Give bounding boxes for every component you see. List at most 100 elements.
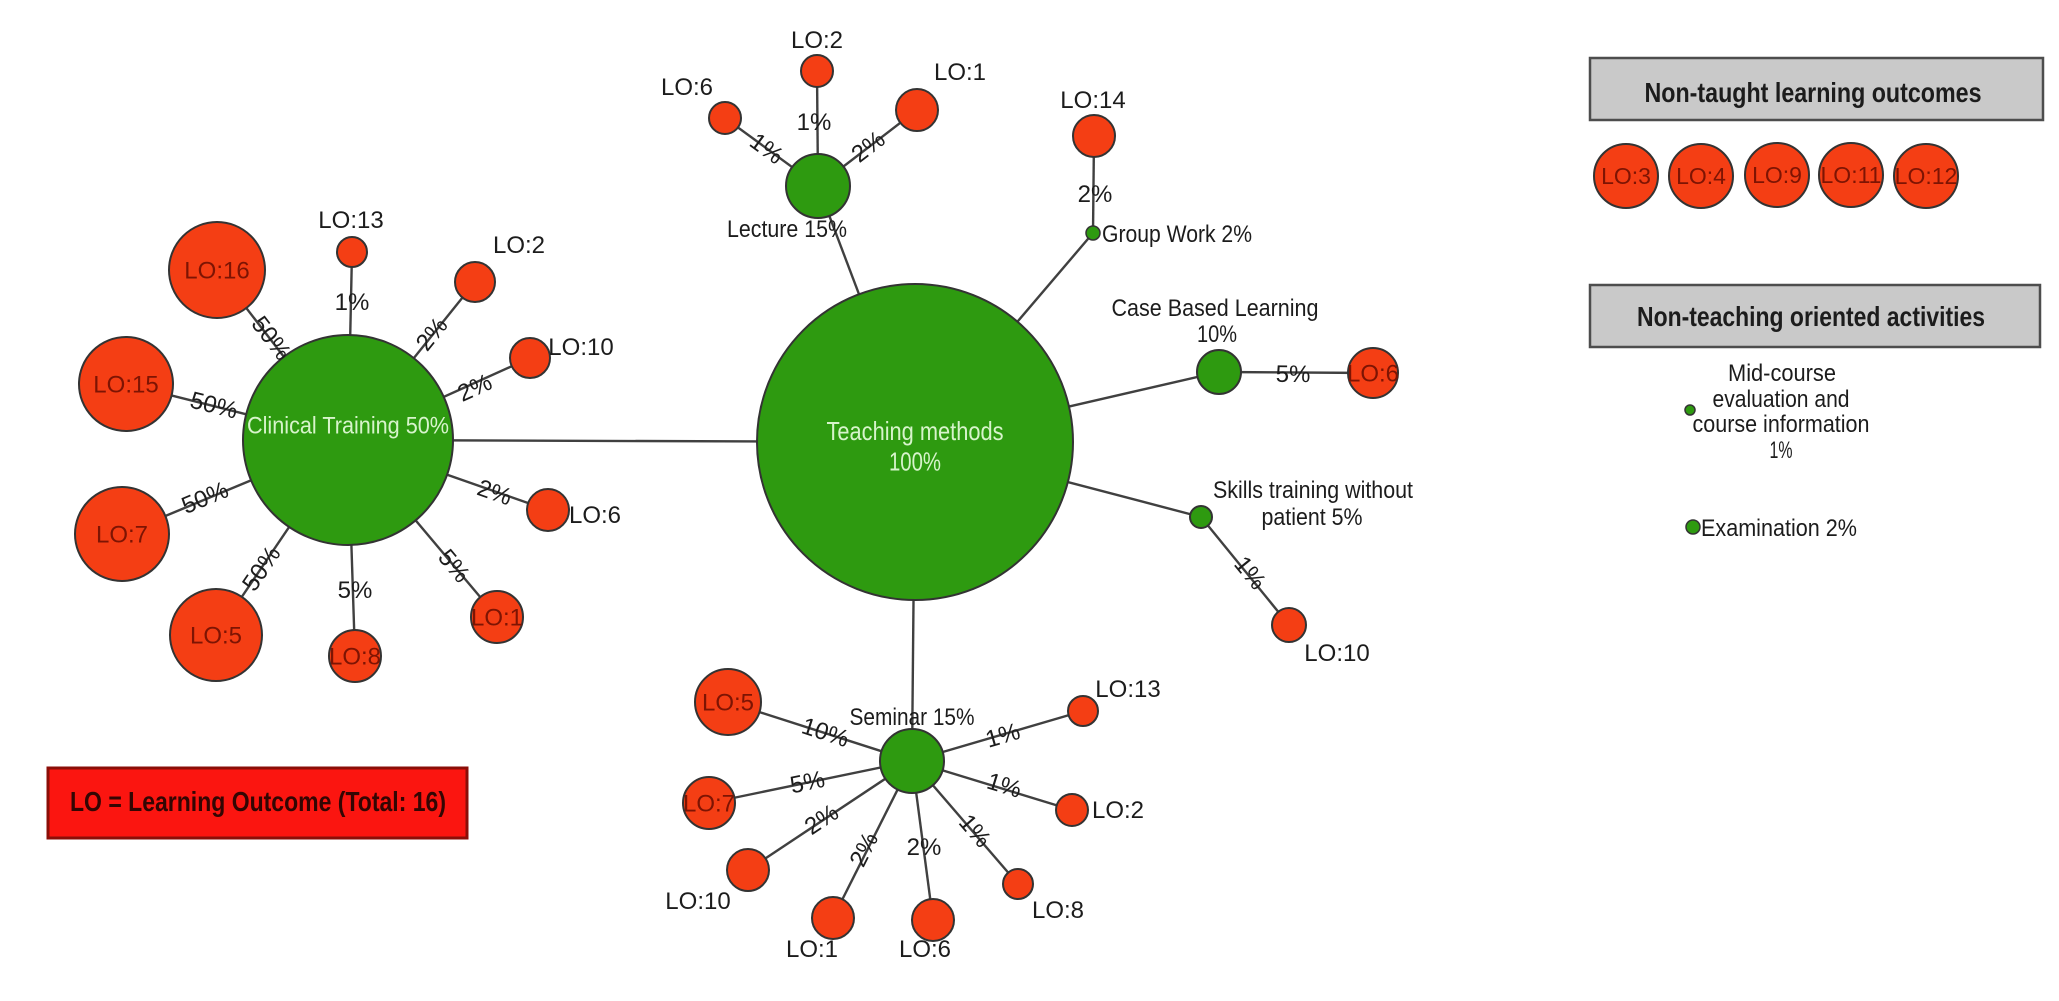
node-m1	[811, 896, 855, 940]
node-label-c15: LO:15	[93, 371, 158, 398]
panel-title-non-taught: Non-taught learning outcomes	[1645, 77, 1982, 108]
node-label-cli: Clinical Training 50%	[247, 412, 449, 439]
mid-course-evaluation-dot	[1684, 404, 1696, 416]
node-c8	[328, 629, 382, 683]
node-label-b6: LO:6	[1347, 360, 1399, 387]
legend-node-LO:9	[1744, 142, 1810, 208]
panel-title-non-teaching: Non-teaching oriented activities	[1637, 301, 1985, 332]
edge-label-lec-l2: 1%	[797, 109, 832, 136]
edge-label-sem-m10: 2%	[800, 799, 844, 841]
edge-label-cli-c15: 50%	[187, 387, 240, 425]
node-c2o	[454, 261, 496, 303]
edge-label-sem-m13: 1%	[982, 718, 1023, 754]
node-l2	[800, 54, 834, 88]
node-label-m13: LO:13	[1095, 676, 1160, 703]
node-sem	[879, 728, 945, 794]
edge-label-sem-m1: 2%	[844, 828, 884, 871]
node-cbl	[1196, 349, 1242, 395]
mid-course-evaluation-label: evaluation and	[1713, 386, 1850, 413]
edge-label-cli-c8: 5%	[338, 577, 373, 604]
mid-course-evaluation-label: 1%	[1770, 437, 1793, 464]
legend-node-label-LO:11: LO:11	[1821, 162, 1882, 188]
edge-label-cli-c5: 50%	[237, 541, 286, 596]
edge-label-lec-l1: 2%	[846, 126, 890, 169]
edge-label-lec-l6: 1%	[744, 128, 788, 170]
legend-node-LO:4	[1668, 143, 1734, 209]
node-label-skl: patient 5%	[1262, 504, 1363, 531]
node-label-l6: LO:6	[661, 74, 713, 101]
node-label-m5: LO:5	[702, 689, 754, 716]
node-c10	[509, 337, 551, 379]
node-label-l1: LO:1	[934, 59, 986, 86]
legend-node-label-LO:3: LO:3	[1601, 163, 1651, 189]
node-label-m6: LO:6	[899, 936, 951, 963]
node-tm	[756, 283, 1074, 601]
node-label-g14: LO:14	[1060, 87, 1125, 114]
node-label-c6: LO:6	[569, 502, 621, 529]
node-s10	[1271, 607, 1307, 643]
edge-label-cli-c13: 1%	[335, 289, 370, 316]
node-label-cbl: 10%	[1197, 321, 1237, 348]
edge-skl-s10	[1200, 516, 1290, 626]
node-label-s10: LO:10	[1304, 640, 1369, 667]
node-label-c8: LO:8	[329, 643, 381, 670]
examination-dot	[1685, 519, 1701, 535]
node-c7	[74, 486, 170, 582]
legend-node-LO:3	[1593, 143, 1659, 209]
legend-node-LO:12	[1893, 143, 1959, 209]
node-cli	[242, 334, 454, 546]
node-label-m8: LO:8	[1032, 897, 1084, 924]
node-skl	[1189, 505, 1213, 529]
panel-non-teaching	[1588, 283, 2042, 349]
edge-label-gw-g14: 2%	[1078, 181, 1113, 208]
node-label-l2: LO:2	[791, 27, 843, 54]
node-m6	[911, 898, 955, 942]
node-b6	[1347, 347, 1399, 399]
panel-non-taught	[1588, 56, 2045, 122]
node-label-m1: LO:1	[786, 936, 838, 963]
node-c15	[78, 336, 174, 432]
node-m7	[682, 776, 736, 830]
node-label-c10: LO:10	[548, 334, 613, 361]
legend-node-label-LO:9: LO:9	[1752, 162, 1802, 188]
edge-label-cli-c10: 2%	[454, 369, 497, 408]
node-c6	[526, 488, 570, 532]
edge-sem-m7	[708, 759, 913, 805]
node-c5	[169, 588, 263, 682]
edge-label-cli-c6: 2%	[474, 474, 516, 511]
note-box-label: LO = Learning Outcome (Total: 16)	[70, 786, 446, 817]
node-m5	[694, 668, 762, 736]
edge-label-cli-c7: 50%	[178, 476, 233, 519]
node-m8	[1002, 868, 1034, 900]
node-label-c2o: LO:2	[493, 232, 545, 259]
node-label-c7: LO:7	[96, 521, 148, 548]
node-lec	[785, 153, 851, 219]
node-m2	[1055, 793, 1089, 827]
node-m10	[726, 848, 770, 892]
node-label-m10: LO:10	[665, 888, 730, 915]
node-l6	[708, 101, 742, 135]
node-label-c5: LO:5	[190, 622, 242, 649]
note-box	[46, 766, 469, 840]
node-c13	[336, 236, 368, 268]
node-c1	[470, 590, 524, 644]
node-c16	[168, 221, 266, 319]
node-label-gw: Group Work 2%	[1102, 221, 1252, 248]
node-label-c1: LO:1	[471, 604, 523, 631]
node-m13	[1067, 695, 1099, 727]
mid-course-evaluation-label: course information	[1693, 411, 1870, 438]
legend-node-label-LO:4: LO:4	[1676, 163, 1726, 189]
edge-label-sem-m7: 5%	[788, 766, 827, 799]
edge-label-sem-m2: 1%	[984, 768, 1025, 804]
mid-course-evaluation-label: Mid-course	[1728, 360, 1836, 387]
node-label-tm: Teaching methods	[827, 416, 1004, 446]
node-l1	[895, 88, 939, 132]
examination-label: Examination 2%	[1701, 515, 1857, 542]
node-label-skl: Skills training without	[1213, 477, 1413, 504]
node-label-m2: LO:2	[1092, 797, 1144, 824]
edge-label-cli-c2o: 2%	[411, 312, 454, 356]
legend-node-label-LO:12: LO:12	[1895, 163, 1958, 189]
node-gw	[1085, 225, 1101, 241]
